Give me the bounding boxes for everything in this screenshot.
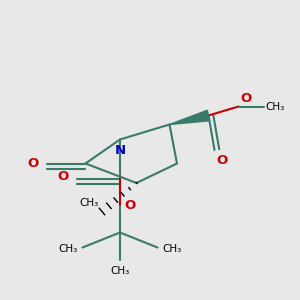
Text: O: O bbox=[240, 92, 251, 105]
Text: CH₃: CH₃ bbox=[110, 266, 130, 275]
Polygon shape bbox=[169, 110, 210, 124]
Text: CH₃: CH₃ bbox=[162, 244, 181, 254]
Text: O: O bbox=[216, 154, 227, 167]
Text: N: N bbox=[114, 144, 126, 157]
Text: O: O bbox=[28, 157, 39, 170]
Text: CH₃: CH₃ bbox=[80, 199, 99, 208]
Text: O: O bbox=[124, 199, 136, 212]
Text: CH₃: CH₃ bbox=[266, 101, 285, 112]
Text: CH₃: CH₃ bbox=[59, 244, 78, 254]
Text: O: O bbox=[58, 170, 69, 184]
